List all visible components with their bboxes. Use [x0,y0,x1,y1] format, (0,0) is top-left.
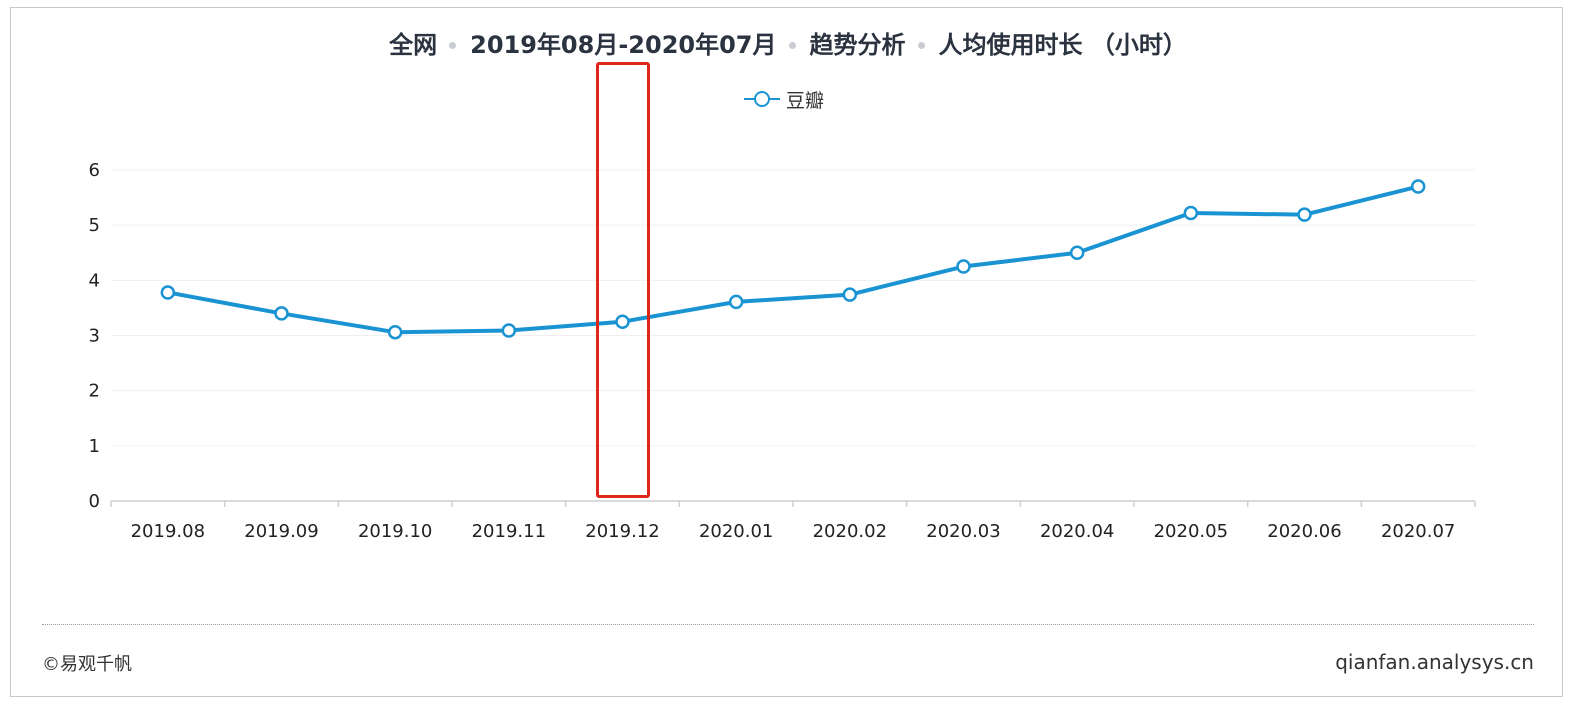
chart-legend[interactable]: 豆瓣 [744,86,824,112]
legend-label-douban: 豆瓣 [786,89,825,112]
footer-copyright: ©易观千帆 [42,654,132,675]
data-point [615,314,630,329]
chart-frame [10,7,1563,697]
title-separator-dot [449,41,457,49]
data-point [160,285,176,300]
y-tick-label: 5 [89,215,100,236]
x-tick-label: 2019.09 [244,521,318,542]
y-tick-label: 3 [89,326,100,347]
x-tick-label: 2020.03 [926,521,1000,542]
data-point [274,306,289,321]
data-point [387,324,403,340]
title-separator-dot [788,41,796,49]
data-point [956,259,971,274]
y-tick-label: 4 [89,270,100,291]
x-tick-label: 2020.02 [813,521,887,542]
data-point [1069,245,1085,260]
x-tick-label: 2020.05 [1154,521,1228,542]
chart-title: 全网 2019年08月-2020年07月 趋势分析 人均使用时长 （小时） [0,22,1576,62]
highlight-box-2019-12 [596,62,650,498]
series-line-douban [167,184,1419,335]
title-analysis-type: 趋势分析 [809,30,906,59]
footer-site-url: qianfan.analysys.cn [1335,650,1534,674]
title-separator-dot [917,41,925,49]
x-tick-label: 2020.06 [1267,521,1341,542]
legend-line-marker-icon [744,91,780,107]
footer-divider [42,624,1534,625]
x-tick-label: 2019.10 [358,521,432,542]
data-point [728,294,744,310]
x-tick-label: 2020.04 [1040,521,1114,542]
x-tick-label: 2019.11 [472,521,546,542]
data-point [1183,205,1199,221]
x-tick-label: 2020.01 [699,521,773,542]
y-tick-label: 0 [89,491,100,512]
title-period: 2019年08月-2020年07月 [470,30,777,59]
data-point [842,287,858,302]
title-metric: 人均使用时长 （小时） [938,30,1187,59]
y-tick-label: 1 [89,436,100,457]
title-scope: 全网 [389,30,438,59]
y-tick-label: 6 [89,160,100,181]
data-point [501,323,517,338]
x-tick-label: 2020.07 [1381,521,1455,542]
x-tick-label: 2019.08 [131,521,205,542]
y-tick-label: 2 [89,381,100,402]
x-tick-label: 2019.12 [585,521,659,542]
data-point [1297,207,1312,222]
data-point [1410,179,1426,194]
